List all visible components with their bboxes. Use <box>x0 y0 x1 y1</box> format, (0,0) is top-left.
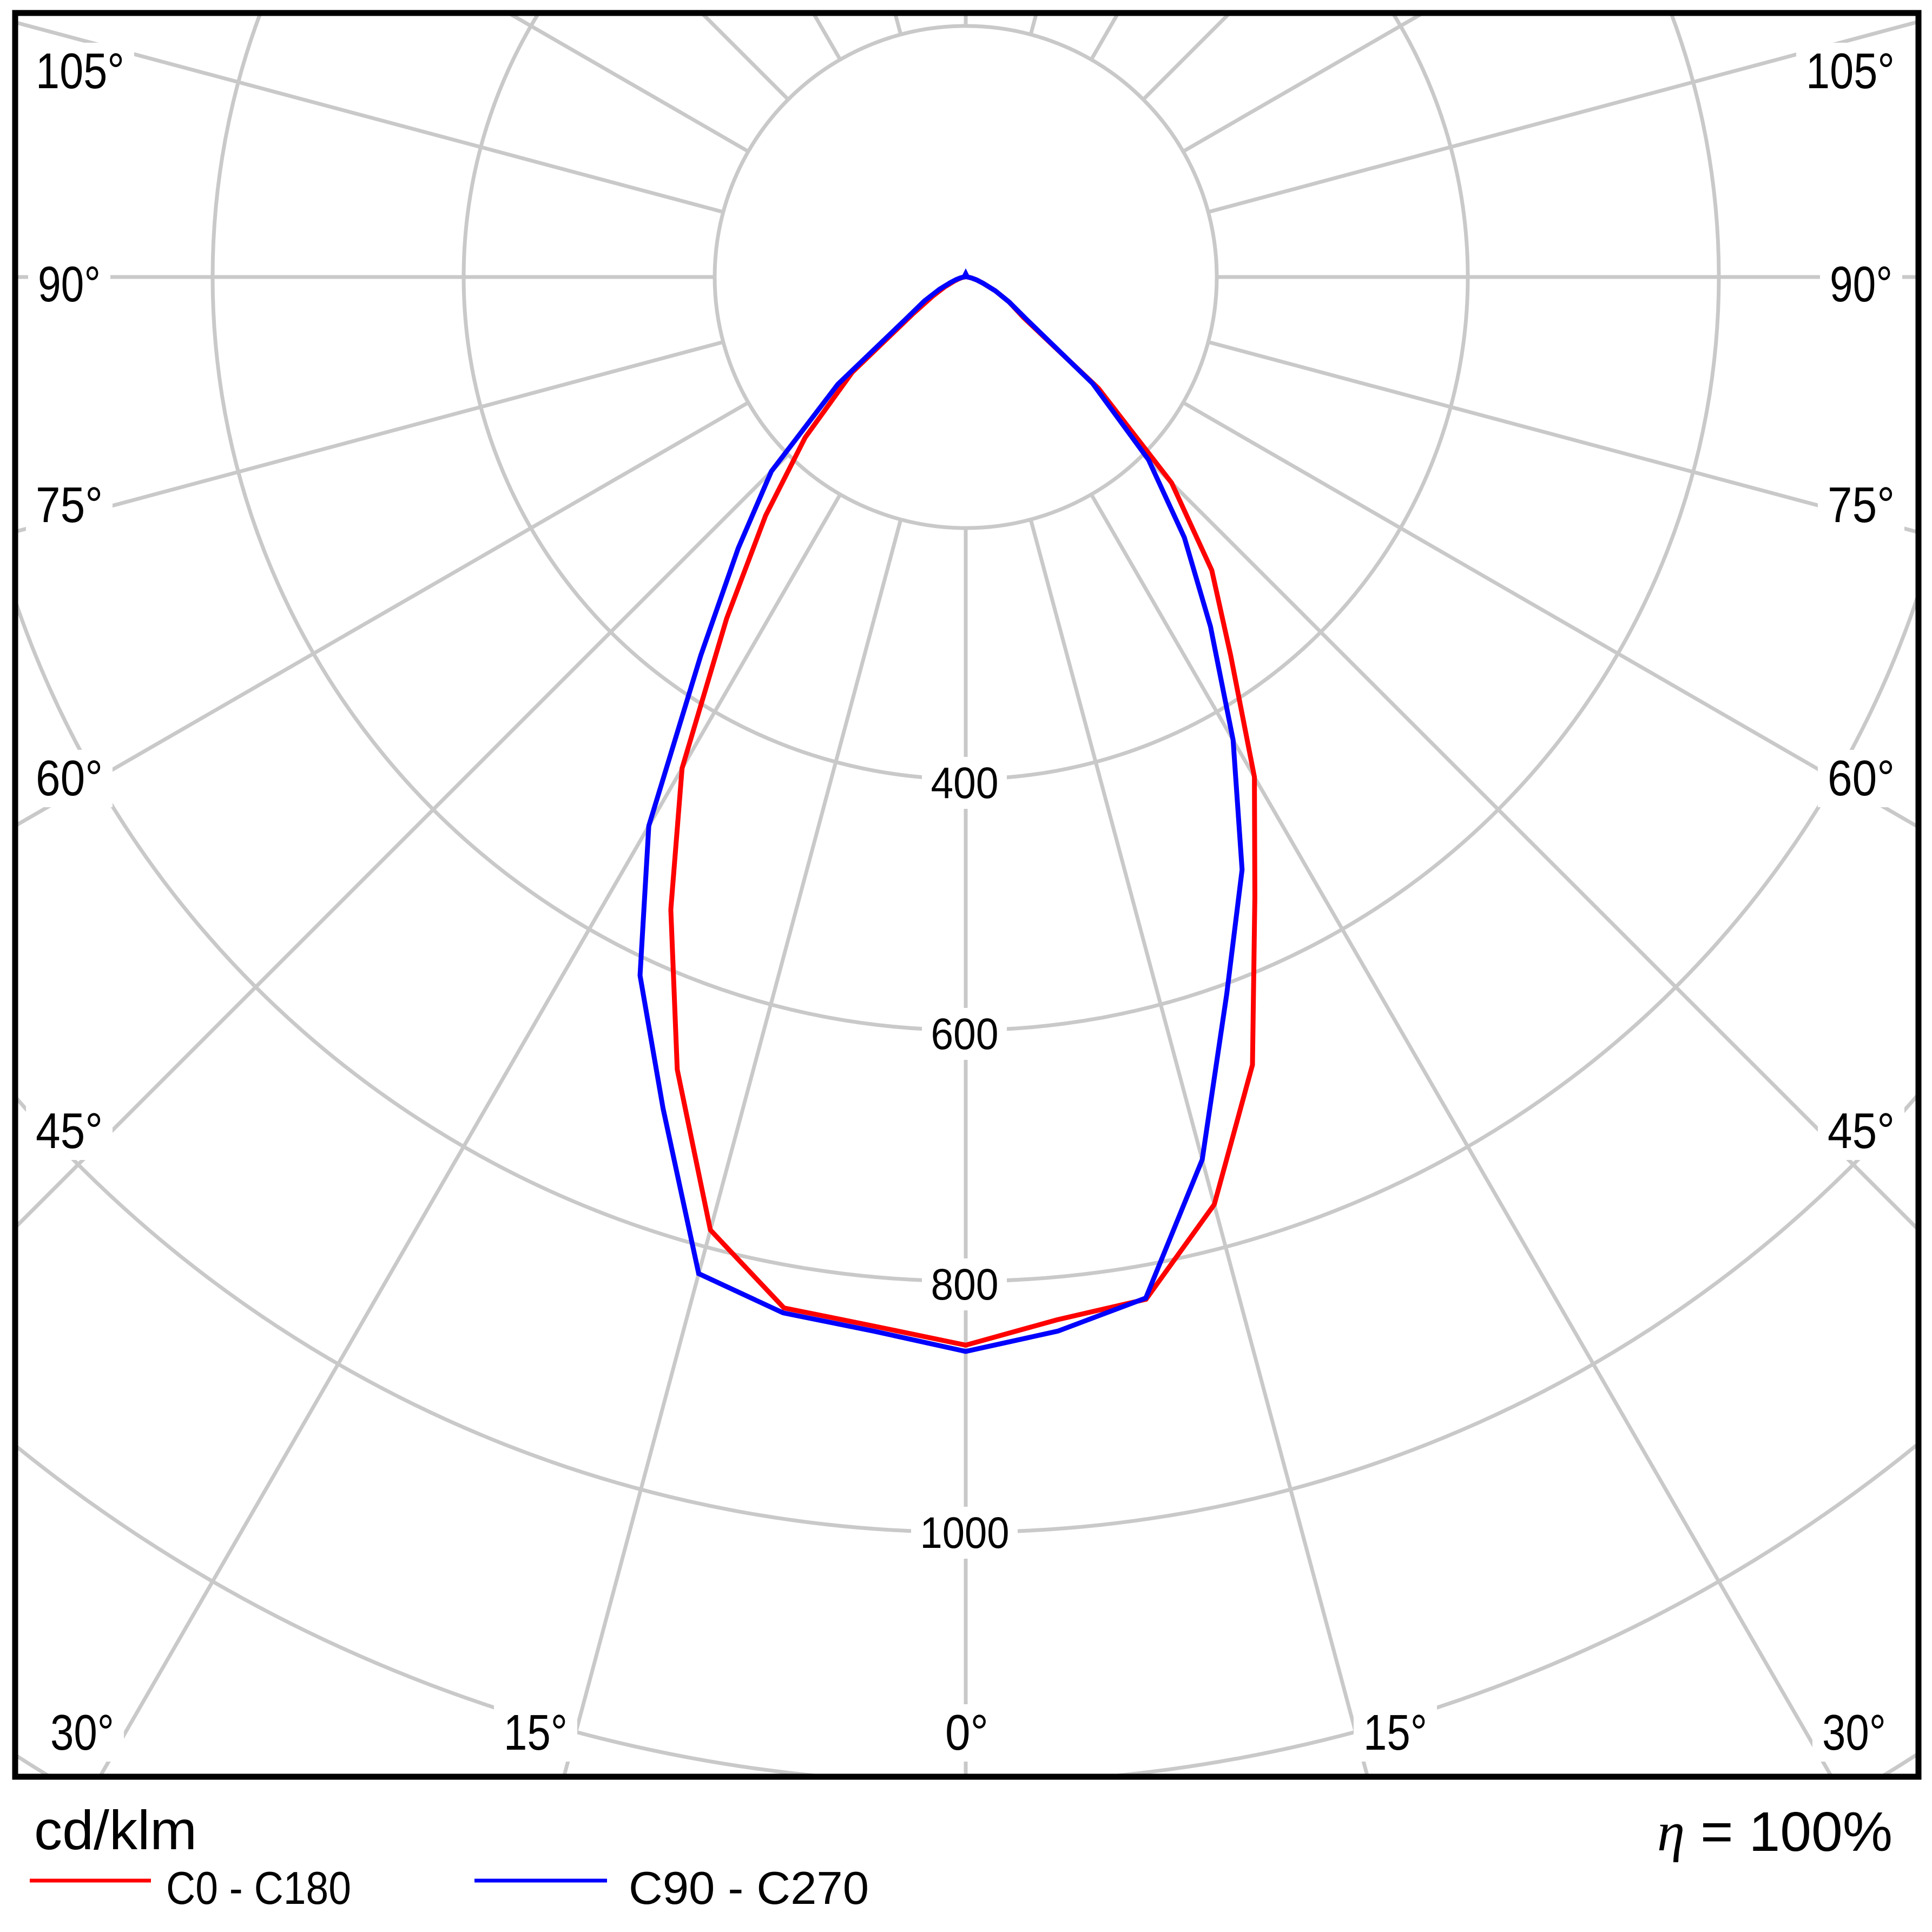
svg-text:30°: 30° <box>50 1704 114 1760</box>
svg-text:30°: 30° <box>1822 1704 1886 1760</box>
svg-text:90°: 90° <box>38 256 101 312</box>
svg-text:90°: 90° <box>1830 256 1893 312</box>
svg-text:cd/klm: cd/klm <box>34 1799 197 1861</box>
svg-text:75°: 75° <box>36 477 103 533</box>
svg-text:75°: 75° <box>1828 477 1895 533</box>
svg-text:45°: 45° <box>36 1103 103 1159</box>
svg-text:600: 600 <box>931 1010 999 1059</box>
svg-text:105°: 105° <box>1806 43 1895 99</box>
svg-text:15°: 15° <box>504 1704 568 1760</box>
svg-text:45°: 45° <box>1828 1103 1895 1159</box>
svg-text:60°: 60° <box>36 750 103 806</box>
svg-text:C0 - C180: C0 - C180 <box>166 1863 351 1914</box>
svg-text:0°: 0° <box>945 1704 988 1760</box>
svg-text:60°: 60° <box>1828 750 1895 806</box>
svg-text:800: 800 <box>931 1260 999 1309</box>
svg-text:C90 - C270: C90 - C270 <box>629 1863 869 1914</box>
svg-text:1000: 1000 <box>920 1508 1010 1558</box>
svg-text:15°: 15° <box>1363 1704 1427 1760</box>
svg-text:= 100%: = 100% <box>1700 1801 1893 1863</box>
svg-text:400: 400 <box>931 759 999 808</box>
svg-text:η: η <box>1657 1801 1685 1863</box>
svg-text:105°: 105° <box>36 43 124 99</box>
